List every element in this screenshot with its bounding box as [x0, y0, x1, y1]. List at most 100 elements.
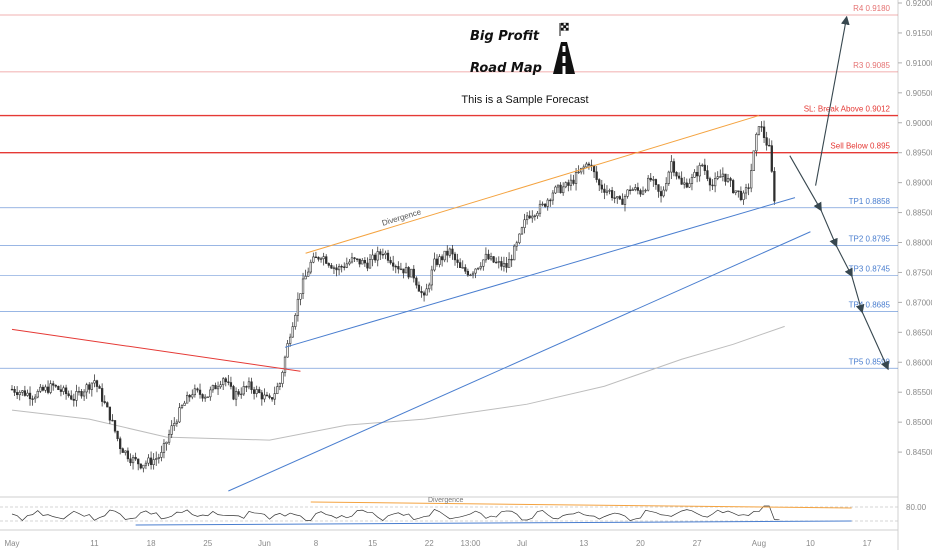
candle-body: [116, 430, 119, 440]
candle-body: [732, 180, 735, 194]
forecast-down-arrow: [789, 155, 822, 212]
candle-body: [183, 402, 186, 406]
candle-body: [711, 184, 714, 187]
level-label: TP5 0.8590: [849, 357, 891, 366]
candle-body: [667, 171, 670, 184]
candle-body: [562, 186, 565, 194]
candle-body: [296, 298, 300, 316]
x-tick-label: 13: [579, 539, 588, 548]
level-label: SL: Break Above 0.9012: [804, 105, 891, 114]
candle-body: [533, 215, 536, 217]
candle-body: [417, 284, 421, 292]
candle-body: [366, 262, 369, 269]
candle-body: [196, 388, 199, 391]
candle-body: [520, 227, 524, 235]
candle-body: [726, 178, 730, 182]
x-tick-label: 17: [863, 539, 872, 548]
candle-body: [39, 386, 42, 392]
candle-body: [23, 390, 27, 396]
candle-body: [505, 263, 508, 268]
candle-body: [531, 215, 534, 219]
candle-body: [361, 260, 364, 265]
candle-body: [644, 189, 647, 192]
subtitle: This is a Sample Forecast: [461, 94, 588, 106]
candle-body: [270, 397, 274, 400]
candle-body: [492, 256, 495, 263]
candle-body: [13, 389, 16, 393]
candle-body: [762, 126, 766, 138]
candle-body: [629, 189, 632, 192]
candle-body: [523, 219, 526, 228]
candle-body: [446, 250, 449, 256]
candle-body: [695, 171, 699, 177]
candle-body: [546, 199, 549, 207]
candle-body: [28, 392, 32, 400]
candle-body: [410, 268, 413, 278]
candle-body: [469, 274, 472, 277]
candle-body: [160, 452, 163, 458]
candle-body: [688, 183, 691, 188]
candle-body: [219, 384, 222, 388]
candle-body: [95, 380, 99, 387]
flag-cell: [563, 27, 567, 31]
candle-body: [585, 163, 588, 168]
candle-body: [291, 326, 294, 338]
x-tick-label: Jul: [517, 539, 527, 548]
candle-body: [129, 458, 132, 464]
candle-body: [459, 262, 462, 268]
checkered-flag-icon: [559, 22, 569, 36]
candle-body: [31, 398, 34, 400]
candle-body: [567, 182, 570, 186]
candle-body: [518, 233, 521, 244]
candle-body: [278, 383, 281, 387]
candle-body: [662, 189, 665, 197]
x-tick-label: 8: [314, 539, 319, 548]
candle-body: [685, 182, 688, 188]
candle-body: [255, 389, 258, 394]
candle-body: [139, 463, 142, 469]
x-tick-label: 15: [368, 539, 377, 548]
candle-body: [348, 261, 351, 265]
candle-body: [618, 196, 621, 200]
candle-body: [340, 266, 343, 268]
candle-body: [137, 458, 140, 465]
candle-body: [101, 388, 104, 402]
flag-cell: [565, 27, 569, 31]
price-panel: [0, 0, 898, 497]
candle-body: [386, 252, 390, 261]
candle-body: [479, 266, 482, 269]
candle-body: [332, 267, 336, 269]
candle-body: [564, 182, 567, 188]
candle-body: [397, 266, 400, 270]
candle-body: [484, 253, 488, 261]
candle-body: [525, 215, 529, 221]
candle-body: [54, 384, 57, 387]
candle-body: [513, 245, 516, 261]
candle-body: [98, 386, 101, 389]
candle-body: [721, 173, 724, 177]
candle-body: [312, 256, 315, 263]
candle-body: [299, 293, 302, 300]
candle-body: [121, 448, 124, 453]
candle-body: [157, 457, 160, 459]
support-trendline: [228, 231, 811, 492]
candle-body: [510, 258, 513, 261]
candle-body: [165, 441, 168, 444]
candle-body: [175, 421, 178, 424]
candle-body: [453, 253, 457, 261]
candle-body: [541, 203, 544, 206]
candle-body: [178, 407, 181, 423]
candle-body: [448, 248, 451, 256]
candle-body: [167, 434, 171, 443]
x-tick-label: 20: [636, 539, 645, 548]
candle-body: [654, 179, 658, 185]
candle-body: [701, 164, 704, 167]
candle-body: [67, 393, 70, 396]
candle-body: [381, 254, 385, 256]
candle-body: [451, 248, 454, 255]
candle-body: [237, 391, 240, 395]
candle-body: [770, 145, 773, 172]
